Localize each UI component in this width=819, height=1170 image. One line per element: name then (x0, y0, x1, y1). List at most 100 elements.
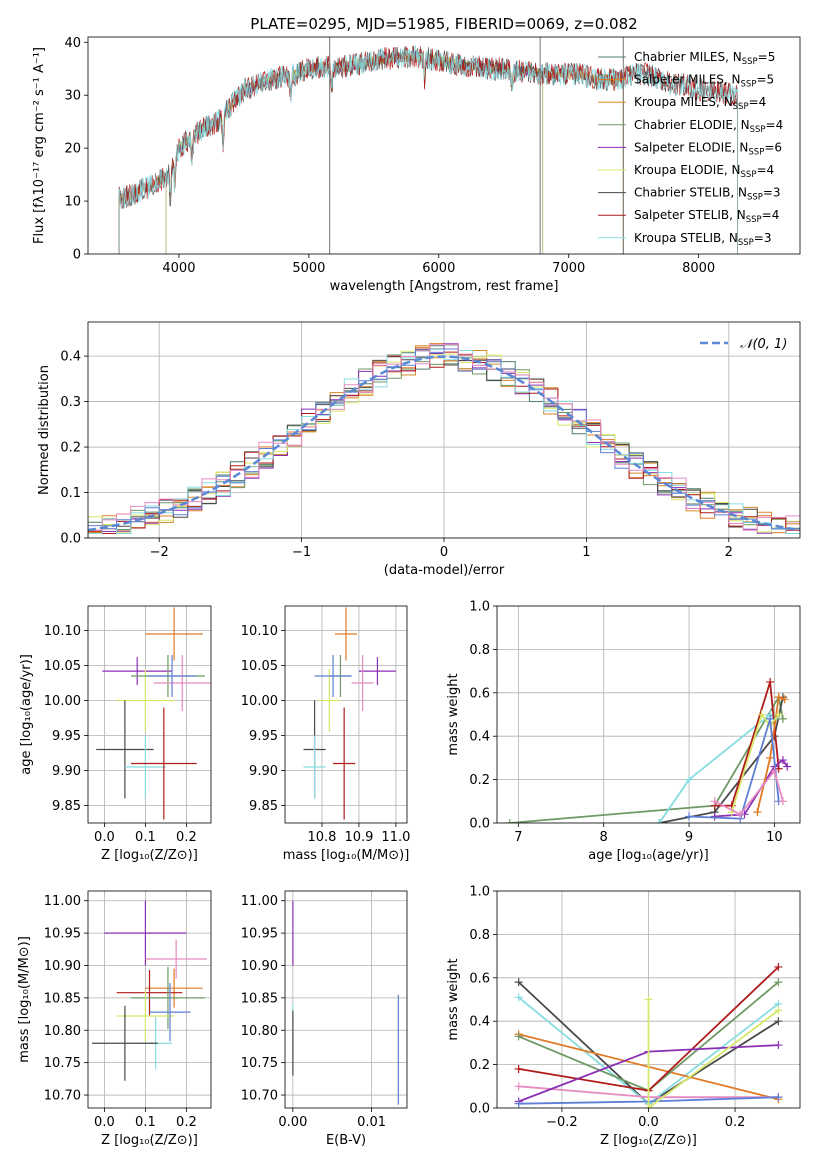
weight-marker (778, 714, 787, 723)
weight_vs_age-plot-area (497, 606, 800, 823)
x-tick-label: 0.2 (176, 830, 197, 845)
x-tick-label: 8 (600, 830, 608, 845)
spectrum-legend: Chabrier MILES, NSSP=5 Salpeter MILES, NS… (598, 50, 783, 248)
weight-marker (774, 1017, 783, 1026)
x-axis-label: mass [log₁₀(M/M⊙)] (283, 848, 410, 863)
legend-label: Salpeter STELIB, NSSP=4 (634, 208, 779, 225)
y-tick-label: 10.00 (44, 694, 81, 709)
weight-marker (685, 775, 694, 784)
spectrum-series-kroupa-elodie (165, 51, 544, 254)
weight-marker (774, 1041, 783, 1050)
y-axis-label: Normed distribution (37, 365, 52, 495)
y-tick-label: 10.90 (241, 959, 278, 974)
weight-series (714, 768, 784, 816)
legend-label: Kroupa MILES, NSSP=4 (634, 95, 766, 112)
y-axis-label: mass weight (446, 958, 461, 1040)
age_vs_mass-frame (284, 605, 408, 824)
age_vs_Z-frame (87, 605, 212, 824)
weight-marker (710, 812, 719, 821)
y-tick-label: 0.0 (60, 532, 81, 547)
weight-marker (774, 710, 783, 719)
weight-marker (770, 766, 779, 775)
y-tick-label: 0.4 (60, 350, 81, 365)
weight-series (647, 999, 779, 1108)
x-tick-label: 7 (514, 830, 522, 845)
weight-series (688, 718, 780, 820)
y-tick-label: 0.6 (469, 971, 490, 986)
y-tick-label: 0.2 (469, 773, 490, 788)
y-tick-label: 10.90 (44, 959, 81, 974)
y-tick-label: 9.90 (52, 764, 81, 779)
x-axis-label: Z [log₁₀(Z/Z⊙)] (101, 848, 198, 863)
weight_vs_age-frame (496, 605, 801, 824)
y-tick-label: 0.3 (60, 395, 81, 410)
weight-marker (514, 1082, 523, 1091)
y-tick-label: 9.85 (52, 799, 81, 814)
x-tick-label: 0.2 (176, 1115, 197, 1130)
x-axis-label: (data-model)/error (384, 563, 505, 578)
y-tick-label: 0.8 (469, 643, 490, 658)
x-tick-label: −2 (150, 545, 169, 560)
chart-residual_hist: −2 −1 0 1 2 0.0 0.1 0.2 0.3 0.4 (data-model)/error… (37, 321, 801, 578)
x-axis-label: Z [log₁₀(Z/Z⊙)] (101, 1133, 198, 1148)
y-tick-label: 40 (64, 36, 81, 51)
x-tick-label: 0.1 (135, 1115, 156, 1130)
x-tick-label: −1 (292, 545, 311, 560)
legend-label: Chabrier MILES, NSSP=5 (634, 50, 775, 67)
y-tick-label: 20 (64, 142, 81, 157)
weight-marker (644, 1104, 653, 1108)
weight-marker (514, 1032, 523, 1041)
x-tick-label: 0.1 (135, 830, 156, 845)
x-tick-label: 0.01 (357, 1115, 386, 1130)
chart-age_vs_mass: 10.8 10.9 11.0 9.85 9.90 9.95 10.00 10.05 10.10 m… (241, 605, 410, 863)
x-tick-label: 11.0 (381, 830, 410, 845)
weight_vs_Z-frame (496, 890, 801, 1109)
y-axis-label: mass weight (446, 673, 461, 755)
legend-label: Kroupa ELODIE, NSSP=4 (634, 163, 774, 180)
legend-label: 𝒩(0, 1) (740, 337, 787, 352)
legend-label: Chabrier ELODIE, NSSP=4 (634, 118, 783, 135)
x-tick-label: −0.2 (546, 1115, 578, 1130)
residual_hist-plot-area (88, 322, 800, 538)
weight-marker (655, 819, 664, 823)
legend-label: Chabrier STELIB, NSSP=3 (634, 186, 781, 203)
y-tick-label: 10.85 (241, 991, 278, 1006)
weight-marker (757, 710, 766, 719)
y-tick-label: 9.85 (249, 799, 278, 814)
x-tick-label: 0.0 (94, 830, 115, 845)
x-tick-label: 10.9 (344, 830, 373, 845)
weight-marker (685, 812, 694, 821)
y-tick-label: 0.1 (60, 486, 81, 501)
y-tick-label: 10.95 (241, 927, 278, 942)
weight-series (658, 713, 776, 823)
x-tick-label: 0.0 (94, 1115, 115, 1130)
weight-marker (774, 962, 783, 971)
y-tick-label: 0.2 (469, 1058, 490, 1073)
weight-marker (783, 762, 792, 771)
chart-weight_vs_Z: −0.2 0.0 0.2 0.0 0.2 0.4 0.6 0.8 1.0 Z [log₁₀(Z/Z… (446, 885, 801, 1148)
x-axis-label: E(B-V) (326, 1133, 366, 1148)
figure-title: PLATE=0295, MJD=51985, FIBERID=0069, z=0… (250, 15, 637, 33)
y-tick-label: 9.90 (249, 764, 278, 779)
y-tick-label: 1.0 (469, 600, 490, 615)
weight-marker (514, 978, 523, 987)
y-axis-label: mass [log₁₀(M/M⊙)] (17, 936, 32, 1063)
weight-marker (753, 808, 762, 817)
spectrum-plot-area (118, 37, 738, 254)
y-tick-label: 30 (64, 89, 81, 104)
spectrum-series-kroupa-stelib (118, 44, 738, 254)
x-tick-label: 7000 (552, 261, 585, 276)
chart-mass_vs_ebv: 0.00 0.01 10.70 10.75 10.80 10.85 10.90 10.95 11… (241, 890, 408, 1148)
y-tick-label: 10.75 (44, 1056, 81, 1071)
mass_vs_Z-frame (87, 890, 212, 1109)
y-tick-label: 10.10 (241, 624, 278, 639)
weight-marker (778, 797, 787, 806)
mass_vs_ebv-frame (284, 890, 408, 1109)
weight-marker (514, 1064, 523, 1073)
legend-label: Kroupa STELIB, NSSP=3 (634, 231, 772, 248)
x-axis-label: Z [log₁₀(Z/Z⊙)] (600, 1133, 697, 1148)
x-tick-label: 0 (440, 545, 448, 560)
weight-marker (766, 714, 775, 723)
y-tick-label: 10.80 (44, 1024, 81, 1039)
